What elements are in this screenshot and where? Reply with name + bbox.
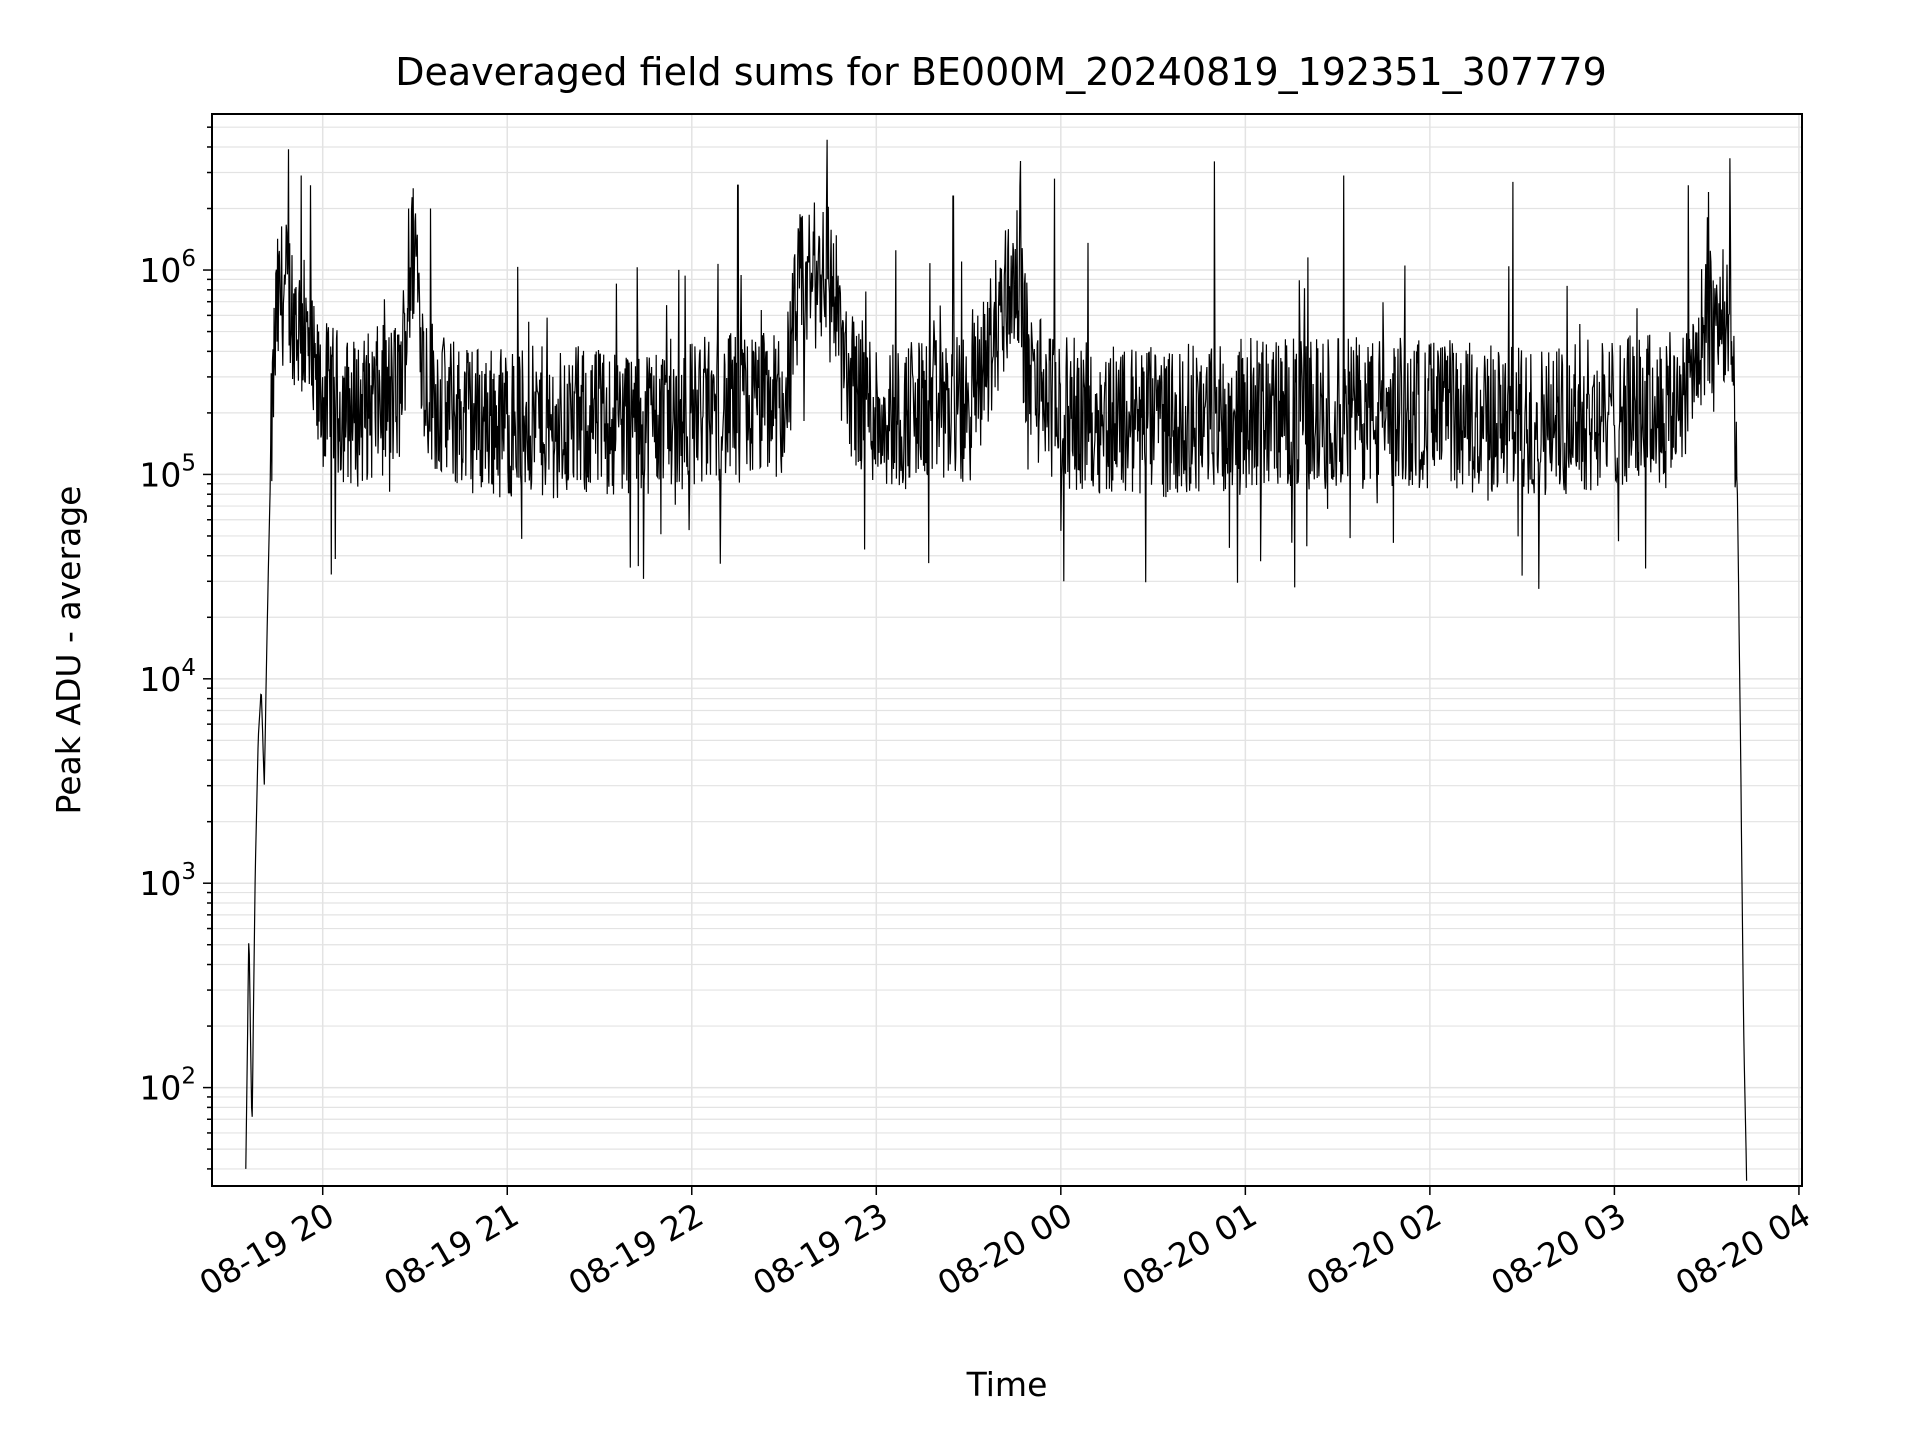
x-tick-label: 08-19 21 [377,1195,525,1303]
x-tick-label: 08-20 03 [1484,1195,1632,1303]
y-tick-base: 10 [139,251,181,290]
chart-title: Deaveraged field sums for BE000M_2024081… [395,50,1607,94]
x-axis-label: Time [966,1365,1048,1404]
y-tick-exponent: 2 [181,1064,196,1090]
y-tick-exponent: 4 [181,655,196,681]
plot-frame [211,113,1803,1187]
y-tick-label: 106 [139,246,196,290]
y-tick-base: 10 [139,455,181,494]
y-tick-base: 10 [139,864,181,903]
y-tick-base: 10 [139,660,181,699]
y-tick-label: 103 [139,859,196,903]
x-tick-label: 08-20 01 [1115,1195,1263,1303]
x-tick-label: 08-20 02 [1300,1195,1448,1303]
x-tick-label: 08-20 00 [931,1195,1079,1303]
y-tick-base: 10 [139,1069,181,1108]
y-tick-exponent: 6 [181,246,196,272]
y-tick-exponent: 5 [181,450,196,476]
series-line [245,139,1748,1181]
y-tick-label: 104 [139,655,196,699]
y-tick-label: 105 [139,450,196,494]
x-tick-label: 08-19 22 [562,1195,710,1303]
grid [212,114,1802,1186]
y-tick-exponent: 3 [181,859,196,885]
x-tick-label: 08-19 23 [746,1195,894,1303]
x-tick-label: 08-20 04 [1669,1195,1817,1303]
y-tick-label: 102 [139,1064,196,1108]
x-tick-label: 08-19 20 [193,1195,341,1303]
series-layer [245,139,1748,1181]
y-axis-label: Peak ADU - average [49,486,88,815]
